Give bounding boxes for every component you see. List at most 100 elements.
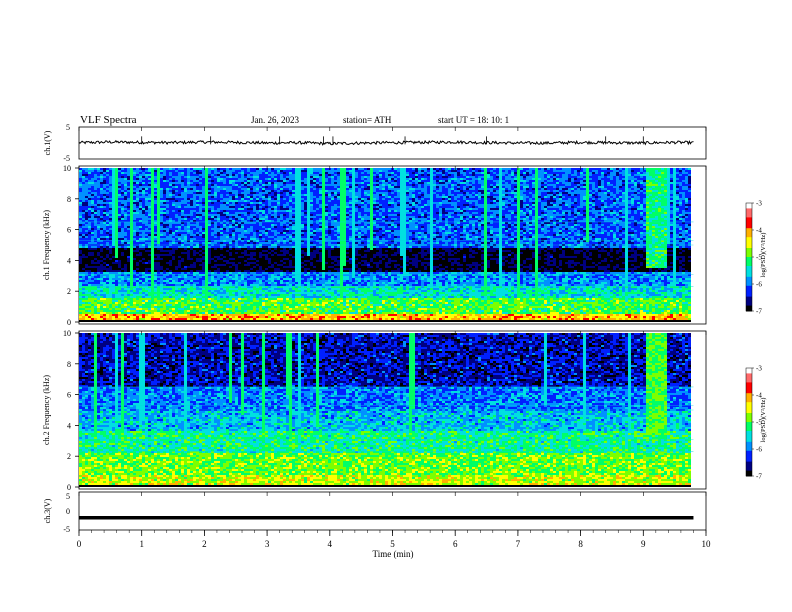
spectrogram-cell <box>130 304 133 306</box>
spectrogram-cell <box>193 274 196 276</box>
spectrogram-cell <box>100 254 103 256</box>
spectrogram-cell <box>100 260 103 262</box>
spectrogram-cell <box>214 214 217 216</box>
spectrogram-cell <box>256 228 259 230</box>
spectrogram-cell <box>268 270 271 272</box>
spectrogram-cell <box>208 182 211 184</box>
spectrogram-cell <box>154 316 157 318</box>
spectrogram-cell <box>118 192 121 194</box>
spectrogram-cell <box>184 236 187 238</box>
spectrogram-cell <box>214 310 217 312</box>
spectrogram-cell <box>259 168 262 170</box>
spectrogram-cell <box>196 290 199 292</box>
spectrogram-cell <box>268 212 271 214</box>
spectrogram-cell <box>85 262 88 264</box>
spectrogram-cell <box>214 262 217 264</box>
spectrogram-cell <box>211 202 214 204</box>
spectrogram-cell <box>178 254 181 256</box>
spectrogram-cell <box>115 184 118 186</box>
spectrogram-cell <box>103 266 106 268</box>
spectrogram-cell <box>148 182 151 184</box>
spectrogram-cell <box>262 220 265 222</box>
spectrogram-cell <box>199 292 202 294</box>
spectrogram-cell <box>241 200 244 202</box>
spectrogram-cell <box>220 264 223 266</box>
spectrogram-cell <box>220 310 223 312</box>
spectrogram-cell <box>253 284 256 286</box>
spectrogram-cell <box>229 246 232 248</box>
spectrogram-cell <box>241 290 244 292</box>
spectrogram-cell <box>238 238 241 240</box>
spectrogram-cell <box>262 238 265 240</box>
spectrogram-cell <box>124 206 127 208</box>
spectrogram-cell <box>157 218 160 220</box>
spectrogram-cell <box>151 196 154 198</box>
spectrogram-cell <box>127 170 130 172</box>
spectrogram-cell <box>145 168 148 170</box>
spectrogram-cell <box>226 274 229 276</box>
spectrogram-cell <box>79 232 82 234</box>
spectrogram-cell <box>229 262 232 264</box>
spectrogram-cell <box>100 240 103 242</box>
spectrogram-cell <box>247 314 250 316</box>
spectrogram-cell <box>112 270 115 272</box>
spectrogram-cell <box>211 276 214 278</box>
spectrogram-cell <box>235 168 238 170</box>
spectrogram-cell <box>133 300 136 302</box>
spectrogram-cell <box>91 224 94 226</box>
spectrogram-cell <box>235 198 238 200</box>
spectrogram-cell <box>139 320 142 322</box>
spectrogram-cell <box>184 188 187 190</box>
spectrogram-cell <box>238 314 241 316</box>
spectrogram-cell <box>130 240 133 242</box>
spectrogram-cell <box>154 212 157 214</box>
spectrogram-cell <box>259 298 262 300</box>
spectrogram-cell <box>154 202 157 204</box>
spectrogram-cell <box>112 250 115 252</box>
spectrogram-cell <box>235 280 238 282</box>
spectrogram-cell <box>232 226 235 228</box>
spectrogram-cell <box>187 236 190 238</box>
spectrogram-cell <box>217 294 220 296</box>
spectrogram-cell <box>193 230 196 232</box>
spectrogram-cell <box>178 184 181 186</box>
spectrogram-cell <box>241 202 244 204</box>
spectrogram-cell <box>85 276 88 278</box>
spectrogram-cell <box>187 252 190 254</box>
spectrogram-cell <box>241 182 244 184</box>
spectrogram-cell <box>157 288 160 290</box>
spectrogram-cell <box>133 208 136 210</box>
spectrogram-cell <box>130 218 133 220</box>
spectrogram-cell <box>166 266 169 268</box>
spectrogram-cell <box>268 218 271 220</box>
spectrogram-cell <box>118 318 121 320</box>
spectrogram-cell <box>178 172 181 174</box>
spectrogram-cell <box>232 198 235 200</box>
spectrogram-cell <box>199 288 202 290</box>
spectrogram-cell <box>103 180 106 182</box>
spectrogram-cell <box>127 198 130 200</box>
spectrogram-cell <box>190 286 193 288</box>
spectrogram-cell <box>238 170 241 172</box>
spectrogram-cell <box>85 196 88 198</box>
spectrogram-cell <box>178 260 181 262</box>
spectrogram-cell <box>157 276 160 278</box>
spectrogram-cell <box>145 288 148 290</box>
spectrogram-cell <box>163 172 166 174</box>
spectrogram-cell <box>217 242 220 244</box>
spectrogram-cell <box>106 190 109 192</box>
spectrogram-cell <box>118 168 121 170</box>
spectrogram-cell <box>82 300 85 302</box>
spectrogram-cell <box>232 200 235 202</box>
ch1-ytick-top: 5 <box>66 123 70 132</box>
spectrogram-cell <box>154 274 157 276</box>
spectrogram-cell <box>172 210 175 212</box>
spectrogram-cell <box>79 196 82 198</box>
spectrogram-cell <box>91 178 94 180</box>
spectrogram-cell <box>211 256 214 258</box>
spectrogram-cell <box>238 242 241 244</box>
spectrogram-cell <box>130 260 133 262</box>
spectrogram-cell <box>157 306 160 308</box>
spectrogram-cell <box>118 290 121 292</box>
spectrogram-cell <box>199 266 202 268</box>
